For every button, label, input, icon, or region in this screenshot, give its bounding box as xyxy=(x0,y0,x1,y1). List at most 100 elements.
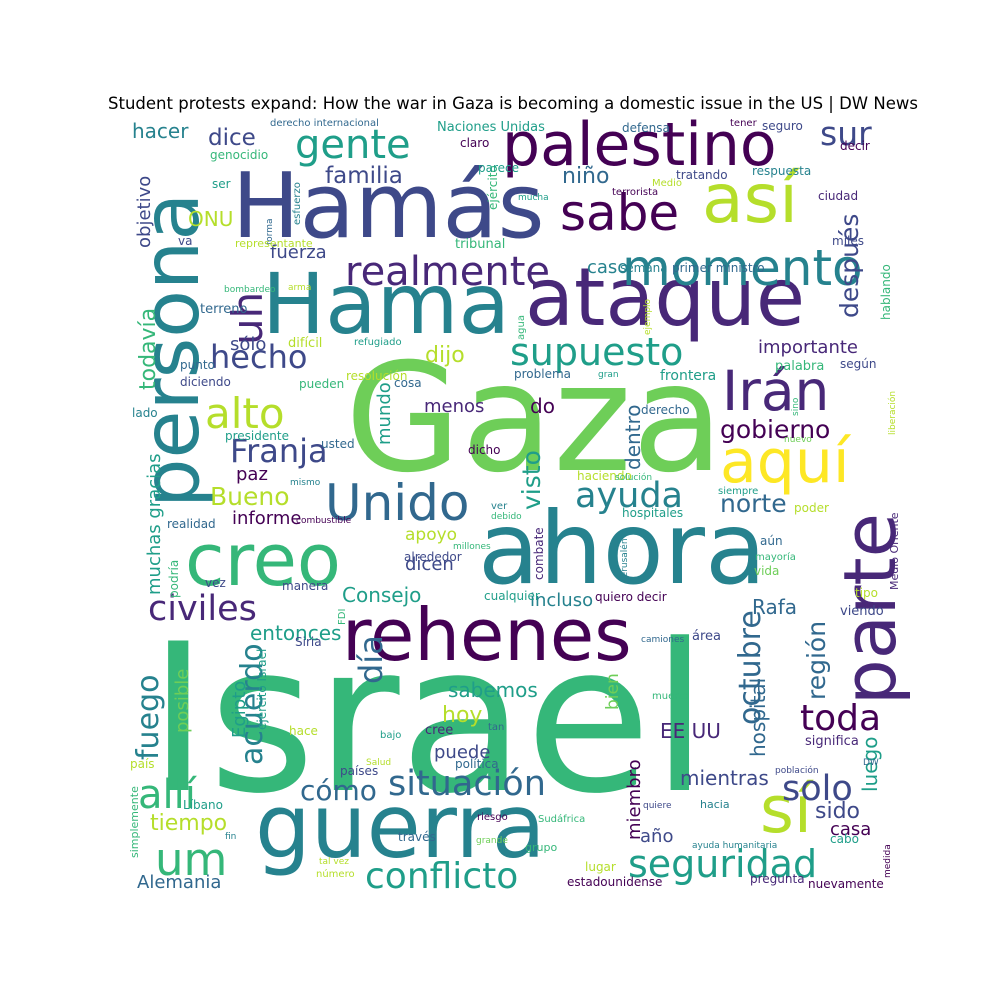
cloud-word: ayuda xyxy=(575,476,683,516)
cloud-word: Gaza xyxy=(345,332,724,506)
cloud-word: gran xyxy=(598,370,619,380)
cloud-word: simplemente xyxy=(128,786,141,858)
cloud-word: realmente xyxy=(345,249,550,295)
cloud-word: agua xyxy=(516,315,527,340)
cloud-word: miembro xyxy=(624,759,645,840)
cloud-word: lado xyxy=(132,406,158,420)
cloud-word: fuerza xyxy=(270,242,327,263)
cloud-word: poder xyxy=(794,501,829,515)
cloud-word: cómo xyxy=(300,774,377,807)
cloud-word: sólo xyxy=(230,334,266,355)
cloud-word: Medio Oriente xyxy=(888,512,901,590)
cloud-word: ONU xyxy=(188,207,233,231)
cloud-word: sur xyxy=(820,114,872,153)
cloud-word: allí xyxy=(138,772,198,818)
cloud-word: ejército Israel xyxy=(255,649,269,730)
cloud-word: ciudad xyxy=(818,189,858,203)
cloud-word: toda xyxy=(800,698,881,739)
cloud-word: objetivo xyxy=(134,176,155,248)
cloud-word: palabra xyxy=(775,359,824,374)
cloud-word: situación xyxy=(388,764,546,804)
cloud-word: octubre xyxy=(733,610,768,725)
cloud-word: región xyxy=(802,621,831,700)
cloud-word: Líbano xyxy=(183,798,223,812)
cloud-word: Salud xyxy=(366,758,391,768)
cloud-word: tipo xyxy=(855,586,878,600)
cloud-word: sino xyxy=(791,397,801,416)
cloud-word: paz xyxy=(236,464,268,485)
cloud-word: hacer xyxy=(132,119,189,143)
cloud-word: usted xyxy=(321,437,355,451)
cloud-word: Irán xyxy=(722,359,829,423)
cloud-word: nuevo xyxy=(784,435,812,445)
cloud-word: visto xyxy=(517,450,546,510)
cloud-word: sabe xyxy=(560,184,679,242)
cloud-word: problema xyxy=(514,367,571,381)
cloud-word: ahora xyxy=(478,490,766,607)
cloud-word: primer ministro xyxy=(672,261,765,275)
cloud-word: medida xyxy=(883,844,893,878)
cloud-word: población xyxy=(775,765,819,776)
cloud-word: grande xyxy=(476,836,508,846)
cloud-word: después xyxy=(835,214,864,318)
cloud-word: bombardeo xyxy=(224,285,276,295)
cloud-word: miles xyxy=(832,234,864,248)
cloud-word: hospitales xyxy=(622,506,683,520)
cloud-word: va xyxy=(178,234,192,248)
cloud-word: incluso xyxy=(530,590,593,611)
cloud-word: quiere xyxy=(643,801,672,811)
cloud-word: dentro xyxy=(621,404,645,470)
cloud-word: mientras xyxy=(680,766,769,790)
cloud-word: decir xyxy=(840,139,870,153)
cloud-word: caso xyxy=(587,257,628,278)
cloud-word: casa xyxy=(830,819,871,840)
cloud-word: alto xyxy=(205,389,285,438)
cloud-word: cabo xyxy=(830,832,859,846)
cloud-word: camiones xyxy=(641,635,684,645)
cloud-word: siempre xyxy=(718,486,758,497)
cloud-word: hecho xyxy=(210,338,307,376)
cloud-word: tiempo xyxy=(150,811,227,836)
cloud-word: tratando xyxy=(676,168,728,182)
cloud-word: esfuerzo xyxy=(292,182,303,225)
cloud-word: respuesta xyxy=(752,164,811,178)
cloud-word: aquí xyxy=(720,427,852,497)
cloud-word: mucha xyxy=(518,193,549,203)
cloud-word: creo xyxy=(185,518,341,602)
cloud-word: Medio xyxy=(652,178,682,189)
cloud-word: año xyxy=(640,826,673,847)
cloud-word: norte xyxy=(720,489,787,518)
cloud-word: ataque xyxy=(525,251,805,344)
cloud-word: fuego xyxy=(131,675,166,760)
cloud-word: debido xyxy=(491,512,522,522)
cloud-word: FDI xyxy=(337,609,348,625)
cloud-word: seguro xyxy=(762,119,803,133)
cloud-word: hospital xyxy=(746,678,770,757)
cloud-word: tal vez xyxy=(319,857,349,867)
cloud-word: aún xyxy=(760,534,783,548)
cloud-word: informe xyxy=(232,508,301,529)
cloud-word: persona xyxy=(127,193,217,508)
cloud-word: acuerdo xyxy=(235,643,270,765)
cloud-word: manera xyxy=(282,579,328,593)
cloud-word: hablando xyxy=(879,264,893,320)
cloud-word: supuesto xyxy=(510,330,683,374)
cloud-word: muchas gracias xyxy=(144,453,165,595)
cloud-word: EE UU xyxy=(660,719,721,743)
cloud-word: derecho xyxy=(641,403,690,417)
cloud-word: uh xyxy=(223,292,272,345)
cloud-word: según xyxy=(840,357,876,371)
cloud-word: dijo xyxy=(425,343,465,368)
cloud-word: quiero decir xyxy=(595,590,667,604)
cloud-word: sido xyxy=(815,799,860,824)
cloud-word: vida xyxy=(754,564,779,578)
cloud-word: significa xyxy=(805,734,859,749)
cloud-word: Hama xyxy=(262,255,510,353)
cloud-word: seguridad xyxy=(628,842,817,886)
cloud-word: presidente xyxy=(225,429,289,443)
cloud-word: momento xyxy=(622,239,863,297)
cloud-word: claro xyxy=(460,136,489,150)
cloud-word: Sudáfrica xyxy=(538,813,585,825)
cloud-word: dice xyxy=(208,125,256,151)
cloud-word: arma xyxy=(288,283,311,293)
